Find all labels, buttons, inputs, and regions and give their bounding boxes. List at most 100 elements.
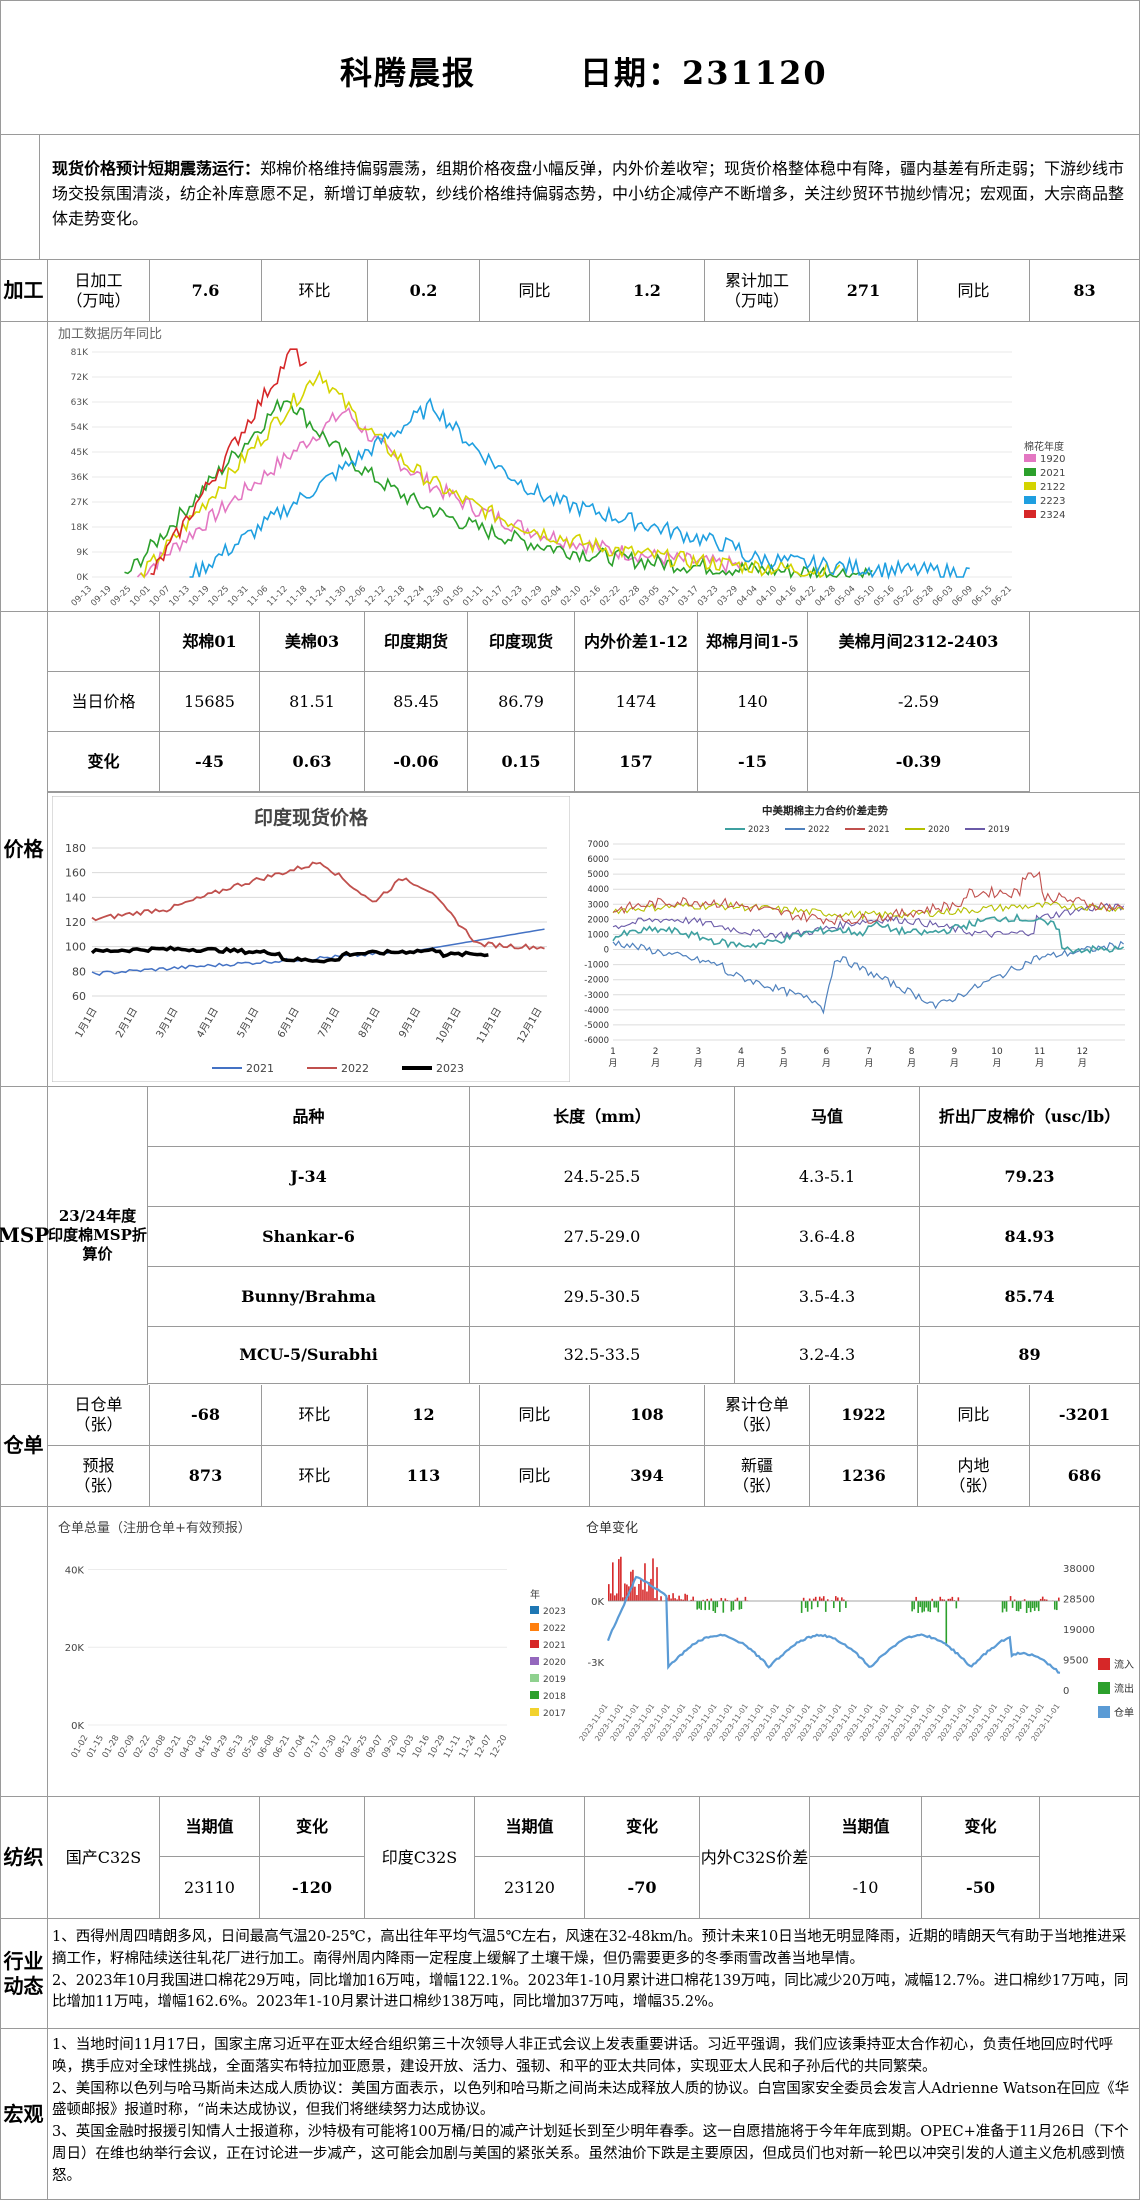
msp-cell: 27.5-29.0	[470, 1207, 735, 1267]
outflow-bar	[740, 1601, 743, 1610]
outflow-bar	[1011, 1601, 1014, 1608]
inflow-bar	[1045, 1599, 1048, 1601]
price-cell: -15	[698, 732, 808, 792]
outflow-bar	[921, 1601, 923, 1613]
inflow-bar	[692, 1596, 694, 1601]
x-tick-label: 12-24	[402, 584, 427, 609]
price-cell: -0.06	[365, 732, 468, 792]
y-tick-label: 0K	[76, 573, 89, 583]
textile-row: 纺织 国产C32S 当期值 变化 23110 -120 印度C32S 当期值 变化 23120-…	[0, 1797, 1140, 1919]
warehouse-cell: 同比	[480, 1446, 590, 1507]
y-tick-label: 4000	[587, 885, 609, 895]
summary-section: 现货价格预计短期震荡运行：郑棉价格维持偏弱震荡，组期价格夜盘小幅反弹，内外价差收…	[0, 135, 1140, 260]
outflow-bar	[929, 1601, 932, 1613]
y-tick-label: 54K	[71, 423, 89, 433]
chart-border	[52, 796, 570, 1082]
legend-label: 仓单	[1114, 1706, 1134, 1719]
x-tick-label: 02-04	[539, 584, 564, 609]
summary-body: 郑棉价格维持偏弱震荡，组期价格夜盘小幅反弹，内外价差收窄；现货价格整体稳中有降，…	[52, 159, 1125, 228]
outflow-bar	[832, 1601, 835, 1609]
warehouse-cell: 预报 （张）	[48, 1446, 150, 1507]
msp-side-label: MSP	[0, 1087, 49, 1385]
price-header: 美棉03	[260, 612, 365, 672]
inflow-bar	[636, 1594, 638, 1601]
x-tick-label: 05-04	[833, 584, 858, 609]
price-cell: 当日价格	[48, 672, 160, 732]
outflow-bar	[810, 1601, 813, 1610]
warehouse-chart-row	[0, 1507, 1140, 1797]
warehouse-chart-title: 仓单总量（注册仓单+有效预报）	[58, 1521, 251, 1536]
x-tick-unit: 月	[907, 1058, 916, 1069]
outflow-bar	[913, 1601, 915, 1610]
price-cell: 15685	[160, 672, 260, 732]
inflow-bar	[744, 1596, 747, 1601]
inflow-bar	[614, 1595, 616, 1601]
x-tick-label: 11-12	[265, 584, 290, 609]
price-divider	[48, 792, 1140, 793]
x-tick-label: 02-28	[618, 584, 643, 609]
inflow-bar	[837, 1597, 839, 1601]
legend-label: 2022	[341, 1062, 369, 1075]
x-tick-label: 04-04	[735, 584, 760, 609]
price-cell: 1474	[575, 672, 698, 732]
outflow-bar	[955, 1601, 958, 1609]
msp-header: 长度（mm）	[470, 1087, 735, 1147]
x-tick-label: 11-06	[246, 584, 271, 609]
warehouse-cell: -3201	[1030, 1385, 1140, 1446]
x-tick-unit: 月	[864, 1058, 873, 1069]
inflow-bar	[941, 1599, 944, 1601]
warehouse-total-line	[606, 1575, 1061, 1674]
warehouse-cell: 环比	[262, 1446, 368, 1507]
inflow-bar	[957, 1597, 960, 1601]
outflow-bar	[1037, 1601, 1040, 1612]
y-tick-label: -3000	[584, 991, 609, 1001]
x-tick-label: 05-10	[853, 584, 878, 609]
x-tick-label: 01-29	[520, 584, 545, 609]
legend-swatch	[1024, 454, 1036, 462]
y-tick-label: 0	[604, 946, 609, 956]
x-tick-label: 10-01	[128, 584, 153, 609]
price-cell: -45	[160, 732, 260, 792]
msp-cell: 89	[920, 1327, 1140, 1384]
x-tick-label: 02-10	[559, 584, 584, 609]
outflow-bar	[1055, 1601, 1058, 1611]
x-tick-unit: 月	[694, 1058, 703, 1069]
y-tick-label: 80	[72, 965, 86, 978]
legend-label: 2324	[1040, 510, 1065, 521]
inflow-bar	[949, 1598, 952, 1601]
outflow-bar	[1005, 1601, 1008, 1612]
inflow-bar	[686, 1594, 688, 1601]
macro-row: 宏观 1、当地时间11月17日，国家主席习近平在亚太经合组织第三十次领导人非正式…	[0, 2029, 1140, 2200]
legend-label: 2019	[543, 1675, 566, 1685]
warehouse-total-chart: 仓单总量（注册仓单+有效预报）40K20K0K01-0201-1501-2802…	[58, 1521, 566, 1760]
y-tick-label: -1000	[584, 961, 609, 971]
legend-swatch	[1098, 1682, 1110, 1694]
x-tick-label: 04-16	[774, 584, 799, 609]
inflow-bar	[660, 1596, 662, 1601]
outflow-bar	[708, 1601, 711, 1610]
x-tick-label: 01-05	[441, 584, 466, 609]
price-cell: 81.51	[260, 672, 365, 732]
x-tick-label: 01-23	[500, 584, 525, 609]
legend-swatch	[1024, 510, 1036, 518]
x-tick-unit: 月	[736, 1058, 745, 1069]
inflow-bar	[1023, 1599, 1026, 1601]
inflow-bar	[620, 1556, 622, 1601]
x-tick-unit: 月	[1035, 1058, 1044, 1069]
inflow-bar	[915, 1596, 917, 1601]
processing-history-chart: 加工数据历年同比 81K 72K 63K 54K 45K 36K 27K 18K 9K 0K09-1…	[58, 327, 1065, 609]
warehouse-cell: 新疆 （张）	[705, 1446, 810, 1507]
inflow-bar	[668, 1594, 670, 1601]
x-tick-label: 03-23	[696, 584, 721, 609]
warehouse-cell: 113	[368, 1446, 480, 1507]
y-tick-label: 63K	[71, 398, 89, 408]
x-tick-label: 05-16	[872, 584, 897, 609]
x-tick-label: 12-18	[383, 584, 408, 609]
x-tick-label: 7	[866, 1047, 872, 1057]
y-tick-label: 140	[65, 891, 86, 904]
y-tick-label: 7000	[587, 840, 609, 850]
price-cell: 85.45	[365, 672, 468, 732]
legend-swatch	[530, 1606, 539, 1614]
textile-value: -50	[922, 1857, 1040, 1918]
